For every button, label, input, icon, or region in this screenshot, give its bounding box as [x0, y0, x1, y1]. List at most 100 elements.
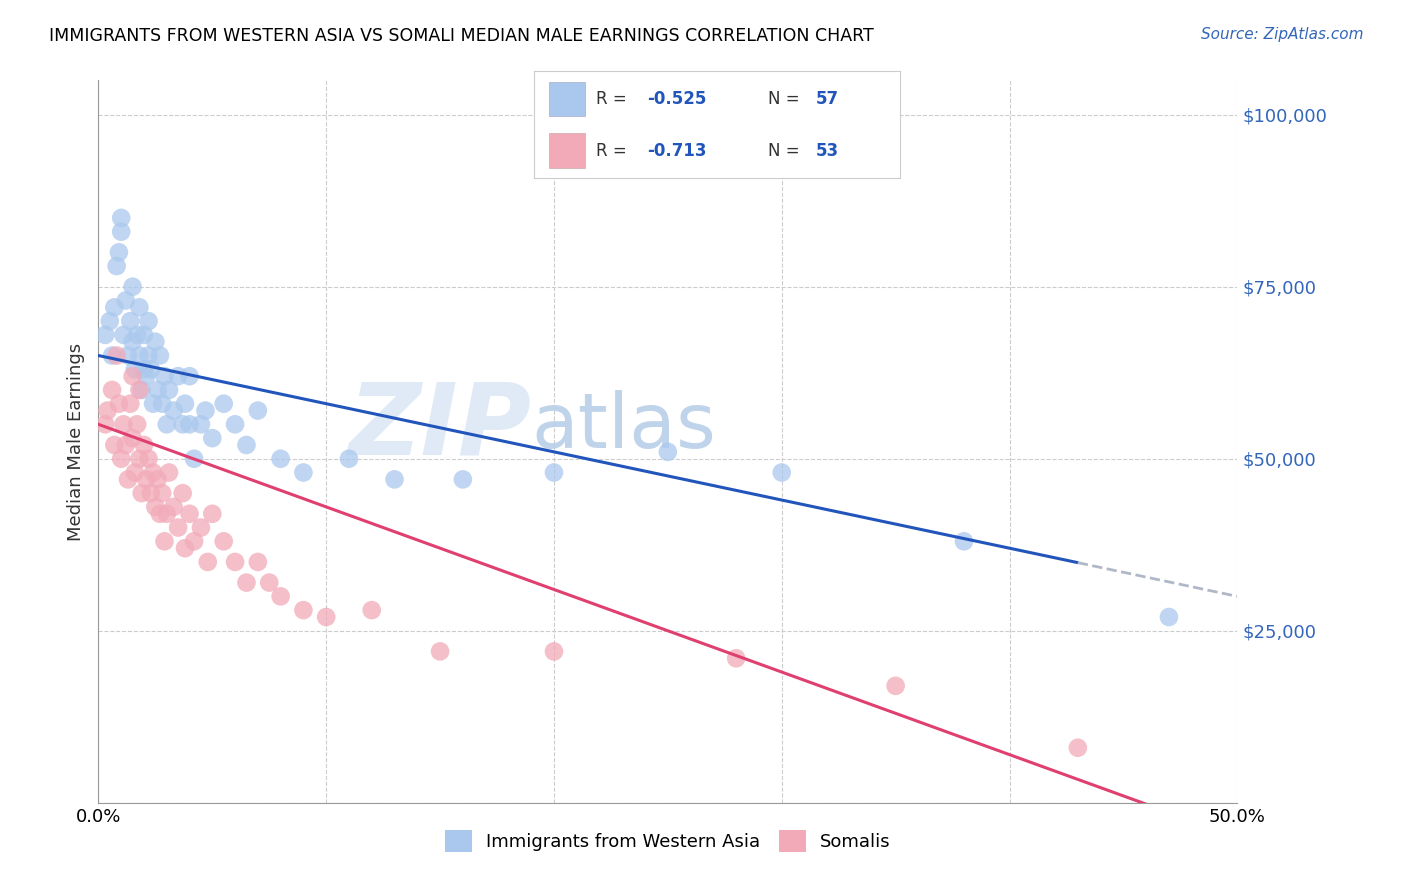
Point [1157, 610, 1180, 624]
Point [235, 438, 257, 452]
Point [246, 403, 269, 417]
Point [167, 369, 190, 384]
Point [149, 507, 172, 521]
Point [132, 438, 155, 452]
Point [770, 466, 793, 480]
Text: R =: R = [596, 142, 633, 160]
Point [179, 369, 201, 384]
Point [139, 362, 162, 376]
Point [128, 301, 150, 315]
Point [96, 403, 118, 417]
Point [142, 466, 165, 480]
Point [117, 349, 139, 363]
Text: N =: N = [768, 90, 806, 108]
Y-axis label: Median Male Earnings: Median Male Earnings [66, 343, 84, 541]
Point [183, 534, 205, 549]
Point [157, 466, 180, 480]
Point [128, 383, 150, 397]
Text: IMMIGRANTS FROM WESTERN ASIA VS SOMALI MEDIAN MALE EARNINGS CORRELATION CHART: IMMIGRANTS FROM WESTERN ASIA VS SOMALI M… [49, 27, 875, 45]
Point [120, 314, 142, 328]
Point [657, 445, 679, 459]
Point [139, 486, 162, 500]
Point [246, 555, 269, 569]
Point [105, 349, 128, 363]
Point [114, 293, 136, 308]
Point [101, 349, 124, 363]
Point [1067, 740, 1090, 755]
Point [132, 327, 155, 342]
Point [167, 520, 190, 534]
Text: 57: 57 [815, 90, 839, 108]
Point [884, 679, 907, 693]
Point [94, 417, 117, 432]
Point [138, 314, 160, 328]
Point [153, 369, 176, 384]
Text: ZIP: ZIP [349, 378, 531, 475]
Text: Source: ZipAtlas.com: Source: ZipAtlas.com [1201, 27, 1364, 42]
Point [128, 349, 150, 363]
Point [103, 438, 125, 452]
Point [150, 397, 173, 411]
Point [120, 397, 142, 411]
Point [183, 451, 205, 466]
Point [315, 610, 337, 624]
Legend: Immigrants from Western Asia, Somalis: Immigrants from Western Asia, Somalis [437, 822, 898, 859]
Point [145, 334, 167, 349]
Point [360, 603, 382, 617]
Point [212, 534, 235, 549]
Point [94, 327, 117, 342]
Point [292, 603, 315, 617]
Point [112, 327, 135, 342]
Text: R =: R = [596, 90, 633, 108]
Point [146, 383, 169, 397]
Point [146, 472, 169, 486]
Point [384, 472, 406, 486]
Point [172, 417, 194, 432]
Point [212, 397, 235, 411]
Point [149, 349, 172, 363]
Point [725, 651, 748, 665]
Point [135, 472, 157, 486]
Point [142, 397, 165, 411]
Point [103, 301, 125, 315]
Point [150, 486, 173, 500]
Point [124, 362, 146, 376]
Point [337, 451, 360, 466]
Text: atlas: atlas [531, 390, 716, 464]
Point [127, 327, 149, 342]
Point [157, 383, 180, 397]
Point [145, 500, 167, 514]
Point [108, 245, 131, 260]
Point [953, 534, 976, 549]
Point [190, 520, 212, 534]
Point [201, 431, 224, 445]
Point [172, 486, 194, 500]
Text: -0.525: -0.525 [648, 90, 707, 108]
Point [292, 466, 315, 480]
Point [270, 451, 292, 466]
Point [112, 417, 135, 432]
Point [117, 472, 139, 486]
Point [108, 397, 131, 411]
Point [138, 451, 160, 466]
Point [270, 590, 292, 604]
Point [174, 541, 197, 556]
Point [224, 555, 246, 569]
Point [121, 369, 143, 384]
Point [162, 403, 184, 417]
Point [201, 507, 224, 521]
Point [259, 575, 281, 590]
Point [153, 534, 176, 549]
Point [174, 397, 197, 411]
Point [110, 451, 132, 466]
Point [156, 417, 179, 432]
Point [121, 279, 143, 293]
Point [138, 349, 160, 363]
Point [162, 500, 184, 514]
Point [121, 431, 143, 445]
Point [543, 644, 565, 658]
Point [132, 362, 155, 376]
Point [179, 507, 201, 521]
Point [114, 438, 136, 452]
Point [128, 451, 150, 466]
